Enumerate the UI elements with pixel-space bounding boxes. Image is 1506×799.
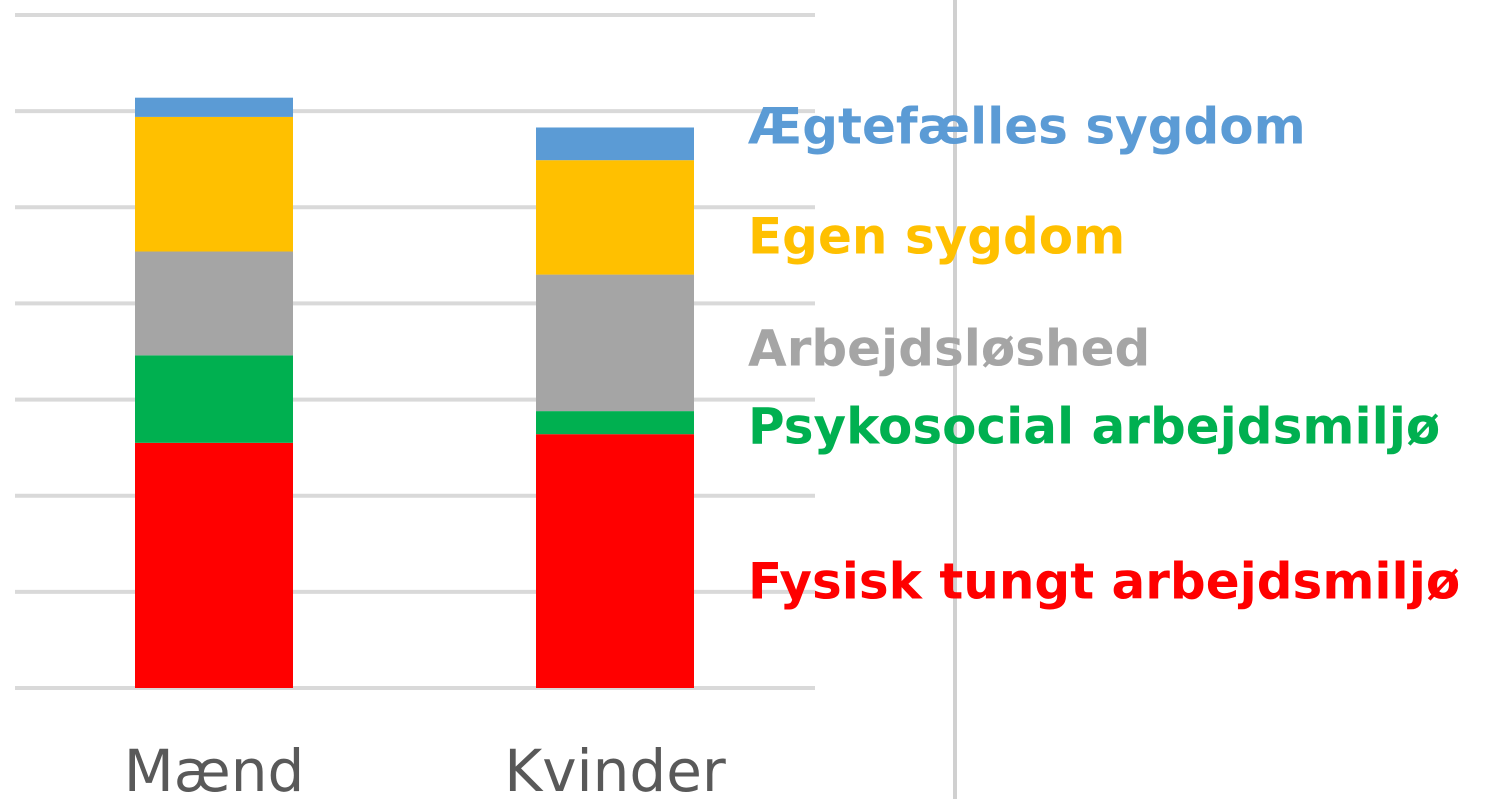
bar-segment <box>536 411 694 435</box>
bar-segment <box>135 442 293 688</box>
legend-label: Ægtefælles sygdom <box>748 98 1306 156</box>
legend-label: Psykosocial arbejdsmiljø <box>748 398 1440 456</box>
bar-segment <box>536 160 694 275</box>
legend-label: Egen sygdom <box>748 208 1125 266</box>
bar-segment <box>135 251 293 356</box>
x-tick-label: Mænd <box>124 737 305 799</box>
bar-segment <box>536 274 694 412</box>
bar-segment <box>536 127 694 161</box>
x-tick-label: Kvinder <box>504 737 726 799</box>
bar-segment <box>135 116 293 252</box>
bar-segment <box>536 434 694 688</box>
bar-segment <box>135 355 293 443</box>
legend-label: Fysisk tungt arbejdsmiljø <box>748 553 1460 611</box>
legend-label: Arbejdsløshed <box>748 320 1150 378</box>
bar-segment <box>135 97 293 117</box>
